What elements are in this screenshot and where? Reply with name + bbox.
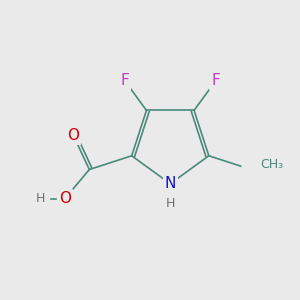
Text: F: F [121,74,129,88]
Text: CH₃: CH₃ [260,158,283,171]
Text: O: O [59,191,71,206]
Text: H: H [36,192,45,205]
Text: O: O [67,128,79,143]
Text: N: N [165,176,176,191]
Text: F: F [211,74,220,88]
Text: H: H [166,197,175,210]
